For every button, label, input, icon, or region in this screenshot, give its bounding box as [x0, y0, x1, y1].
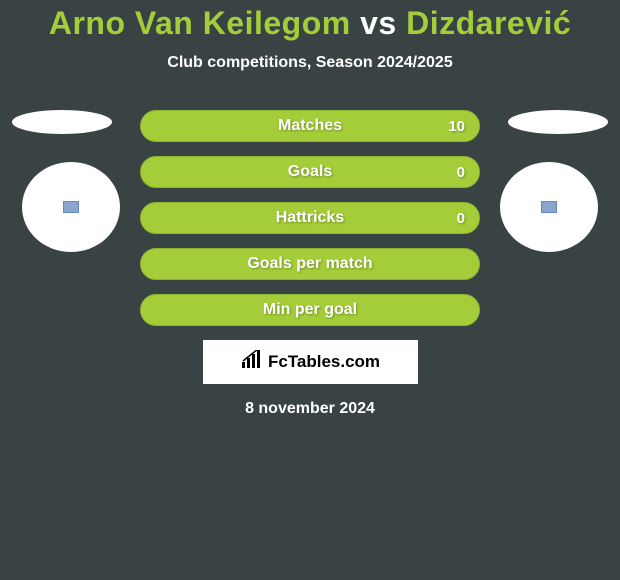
stat-bar-goals-per-match: Goals per match: [140, 248, 480, 280]
date-label: 8 november 2024: [0, 400, 620, 418]
stat-bar-goals: Goals 0: [140, 156, 480, 188]
team-circle-left: [22, 162, 120, 252]
stat-label: Matches: [278, 117, 342, 135]
team-badge-icon: [63, 201, 79, 213]
stat-bar-matches: Matches 10: [140, 110, 480, 142]
page-title: Arno Van Keilegom vs Dizdarević: [0, 5, 620, 42]
stat-value: 10: [448, 118, 465, 135]
main-container: Arno Van Keilegom vs Dizdarević Club com…: [0, 0, 620, 418]
stat-value: 0: [457, 164, 465, 181]
stat-bar-min-per-goal: Min per goal: [140, 294, 480, 326]
badge-left: [12, 110, 112, 134]
footer-logo: FcTables.com: [203, 340, 418, 384]
chart-icon: [240, 350, 264, 375]
badge-right: [508, 110, 608, 134]
content-area: Matches 10 Goals 0 Hattricks 0 Goals per…: [0, 110, 620, 418]
stat-label: Min per goal: [263, 301, 357, 319]
subtitle: Club competitions, Season 2024/2025: [0, 54, 620, 72]
title-vs: vs: [360, 5, 397, 41]
title-player2: Dizdarević: [406, 5, 571, 41]
stat-label: Goals per match: [247, 255, 372, 273]
team-circle-right: [500, 162, 598, 252]
stat-label: Hattricks: [276, 209, 344, 227]
title-player1: Arno Van Keilegom: [49, 5, 351, 41]
stat-bars: Matches 10 Goals 0 Hattricks 0 Goals per…: [140, 110, 480, 326]
stat-value: 0: [457, 210, 465, 227]
stat-bar-hattricks: Hattricks 0: [140, 202, 480, 234]
team-badge-icon: [541, 201, 557, 213]
stat-label: Goals: [288, 163, 332, 181]
footer-logo-text: FcTables.com: [268, 352, 380, 372]
